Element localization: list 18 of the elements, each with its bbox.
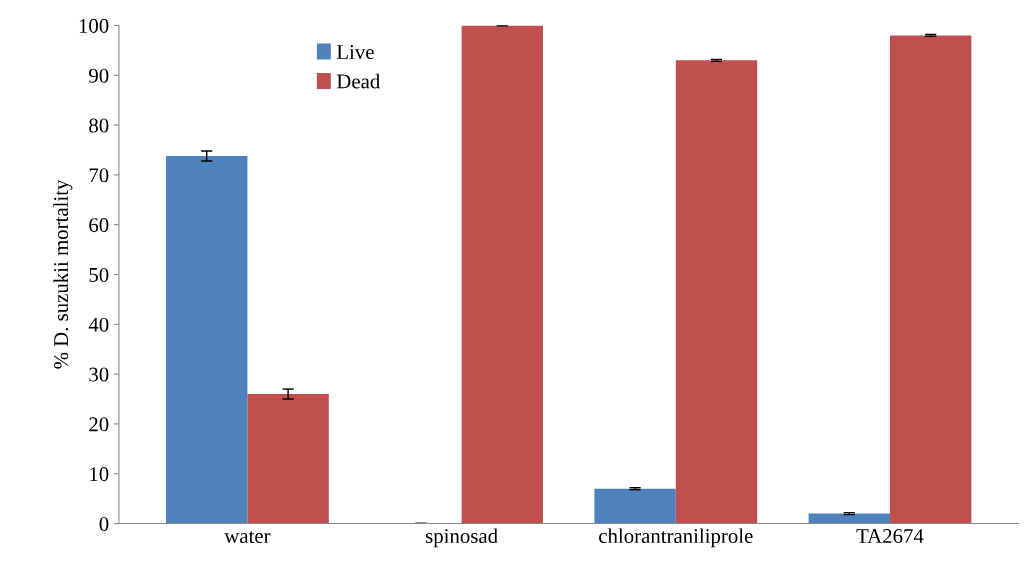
y-tick-label: 80 bbox=[89, 118, 109, 133]
y-tick-label: 70 bbox=[89, 168, 109, 183]
y-tick-label: 30 bbox=[89, 367, 109, 382]
x-tick-label: water bbox=[224, 531, 271, 544]
y-tick-label: 60 bbox=[89, 218, 109, 233]
x-tick-label: TA2674 bbox=[856, 529, 924, 544]
y-tick-label: 100 bbox=[79, 18, 109, 33]
legend-label: Dead bbox=[336, 73, 381, 89]
y-tick-label: 20 bbox=[89, 417, 109, 432]
legend-label: Live bbox=[336, 45, 374, 60]
x-tick-label: spinosad bbox=[426, 528, 498, 548]
y-tick-label: 40 bbox=[88, 317, 109, 332]
y-tick-label: 10 bbox=[90, 467, 109, 482]
y-tick-label: 50 bbox=[89, 267, 109, 282]
y-axis-title: % D. suzukii mortality bbox=[53, 179, 73, 369]
y-tick-label: 90 bbox=[89, 68, 109, 83]
x-tick-label: chlorantraniliprole bbox=[599, 528, 753, 548]
y-tick-label: 0 bbox=[99, 516, 109, 531]
